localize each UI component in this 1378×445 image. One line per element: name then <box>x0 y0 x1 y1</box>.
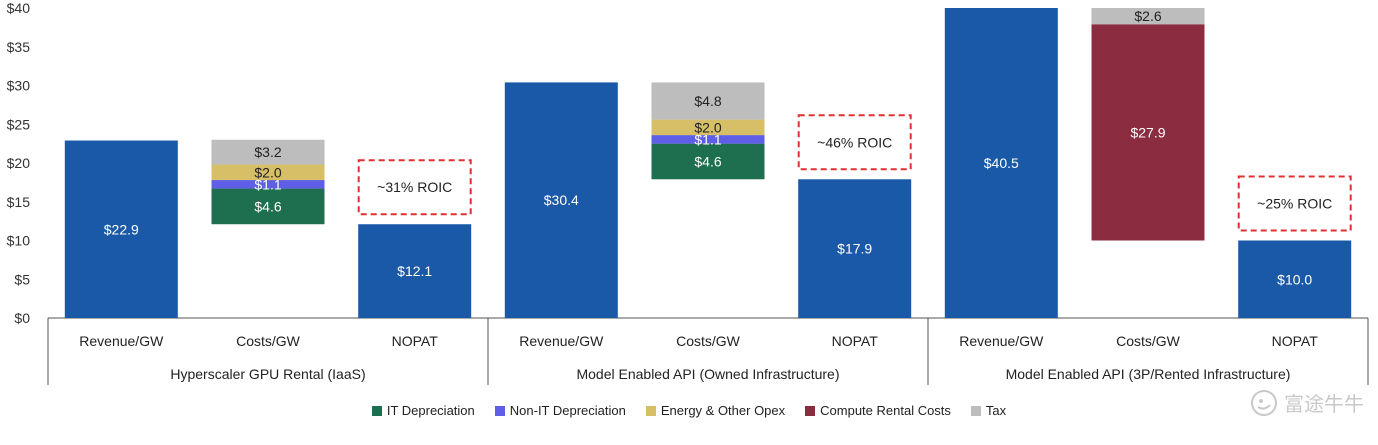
nopat-value-label: $17.9 <box>837 241 872 257</box>
legend-swatch <box>970 405 981 416</box>
revenue-value-label: $40.5 <box>984 155 1019 171</box>
legend-item: IT Depreciation <box>371 403 475 418</box>
cost-value-label: $1.1 <box>254 176 281 192</box>
legend-swatch <box>645 405 656 416</box>
watermark: 富途牛牛 <box>1250 388 1364 417</box>
y-tick-label: $40 <box>7 0 31 16</box>
legend-label: Non-IT Depreciation <box>509 403 626 418</box>
nopat-value-label: $10.0 <box>1277 271 1312 287</box>
cost-value-label: $2.0 <box>694 119 721 135</box>
cost-segment-it-depreciation <box>211 188 325 225</box>
group-label: Hyperscaler GPU Rental (IaaS) <box>170 366 365 382</box>
y-tick-label: $0 <box>14 310 30 326</box>
nopat-value-label: $12.1 <box>397 263 432 279</box>
revenue-bar <box>64 140 178 318</box>
roic-label: ~31% ROIC <box>377 179 452 195</box>
watermark-text: 富途牛牛 <box>1284 392 1364 416</box>
nopat-bar <box>1238 240 1352 318</box>
y-tick-label: $5 <box>14 271 30 287</box>
cost-value-label: $27.9 <box>1130 124 1165 140</box>
x-category-label: Revenue/GW <box>959 333 1044 349</box>
x-category-label: NOPAT <box>832 333 879 349</box>
cost-segment-tax <box>651 82 765 120</box>
cost-value-label: $4.6 <box>254 198 281 214</box>
roic-label: ~25% ROIC <box>1257 196 1332 212</box>
y-tick-label: $35 <box>7 39 31 55</box>
x-category-label: NOPAT <box>392 333 439 349</box>
x-category-label: Revenue/GW <box>79 333 164 349</box>
roic-box <box>797 114 912 171</box>
legend-item: Energy & Other Opex <box>645 403 786 418</box>
revenue-bar <box>944 8 1058 318</box>
x-category-label: Costs/GW <box>1116 333 1181 349</box>
cost-segment-non-it-depreciation <box>211 180 325 189</box>
legend-label: Compute Rental Costs <box>820 403 951 418</box>
group-label: Model Enabled API (3P/Rented Infrastruct… <box>1006 366 1291 382</box>
nopat-bar <box>798 179 912 318</box>
y-tick-label: $15 <box>7 194 31 210</box>
revenue-value-label: $22.9 <box>104 221 139 237</box>
cost-segment-non-it-depreciation <box>651 135 765 144</box>
cost-segment-energy-other-opex <box>211 164 325 181</box>
futu-logo-icon <box>1251 389 1277 416</box>
cost-value-label: $4.8 <box>694 93 721 109</box>
cost-segment-energy-other-opex <box>651 119 765 136</box>
legend-label: Energy & Other Opex <box>660 403 786 418</box>
y-tick-label: $10 <box>7 233 31 249</box>
legend-label: IT Depreciation <box>386 403 475 418</box>
roic-label: ~46% ROIC <box>817 134 892 150</box>
revenue-value-label: $30.4 <box>544 192 579 208</box>
roic-box <box>1237 175 1352 232</box>
nopat-bar <box>358 224 472 318</box>
y-tick-label: $25 <box>7 116 31 132</box>
x-category-label: NOPAT <box>1272 333 1319 349</box>
group-label: Model Enabled API (Owned Infrastructure) <box>576 366 839 382</box>
y-tick-label: $20 <box>7 155 31 171</box>
roic-box <box>357 159 472 216</box>
legend-swatch <box>371 405 382 416</box>
cost-segment-compute-rental-costs <box>1091 24 1205 241</box>
cost-value-label: $2.6 <box>1134 8 1161 24</box>
legend-swatch <box>494 405 505 416</box>
legend-item: Tax <box>970 403 1007 418</box>
x-category-label: Revenue/GW <box>519 333 604 349</box>
cost-value-label: $2.0 <box>254 164 281 180</box>
cost-segment-it-depreciation <box>651 143 765 180</box>
revenue-bar <box>504 82 618 319</box>
x-category-label: Costs/GW <box>676 333 741 349</box>
cost-value-label: $4.6 <box>694 153 721 169</box>
legend-item: Non-IT Depreciation <box>494 403 626 418</box>
legend-label: Tax <box>985 403 1007 418</box>
legend-item: Compute Rental Costs <box>805 403 951 418</box>
legend: IT Depreciation Non-IT Depreciation Energy… <box>0 403 1378 418</box>
chart: $0$5$10$15$20$25$30$35$40$22.9$4.6$1.1$2… <box>7 0 1369 385</box>
x-category-label: Costs/GW <box>236 333 301 349</box>
cost-segment-tax <box>211 139 325 165</box>
cost-value-label: $1.1 <box>694 131 721 147</box>
y-tick-label: $30 <box>7 78 31 94</box>
legend-swatch <box>805 405 816 416</box>
cost-segment-tax <box>1091 8 1205 25</box>
cost-value-label: $3.2 <box>254 144 281 160</box>
